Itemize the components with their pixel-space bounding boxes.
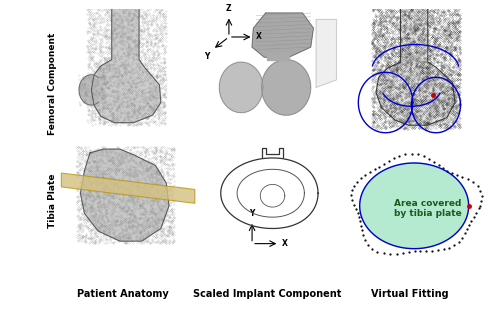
Polygon shape (92, 8, 161, 123)
Text: Femoral Component: Femoral Component (48, 32, 57, 135)
Polygon shape (262, 60, 310, 115)
Text: Z: Z (226, 4, 232, 13)
Text: Patient Anatomy: Patient Anatomy (76, 289, 168, 298)
Polygon shape (62, 173, 195, 203)
Polygon shape (360, 163, 469, 249)
Polygon shape (376, 8, 455, 125)
Text: X: X (282, 239, 288, 248)
Text: Tibia Plate: Tibia Plate (48, 174, 57, 228)
Polygon shape (80, 149, 169, 241)
Polygon shape (267, 53, 289, 60)
Polygon shape (79, 75, 98, 105)
Polygon shape (252, 13, 314, 57)
Text: Area covered
by tibia plate: Area covered by tibia plate (394, 199, 462, 218)
Text: X: X (256, 32, 262, 41)
Polygon shape (220, 62, 263, 112)
Polygon shape (316, 19, 336, 87)
Text: Y: Y (250, 210, 255, 218)
Text: Virtual Fitting: Virtual Fitting (371, 289, 449, 298)
Text: Scaled Implant Component: Scaled Implant Component (194, 289, 342, 298)
Text: Y: Y (204, 52, 210, 61)
